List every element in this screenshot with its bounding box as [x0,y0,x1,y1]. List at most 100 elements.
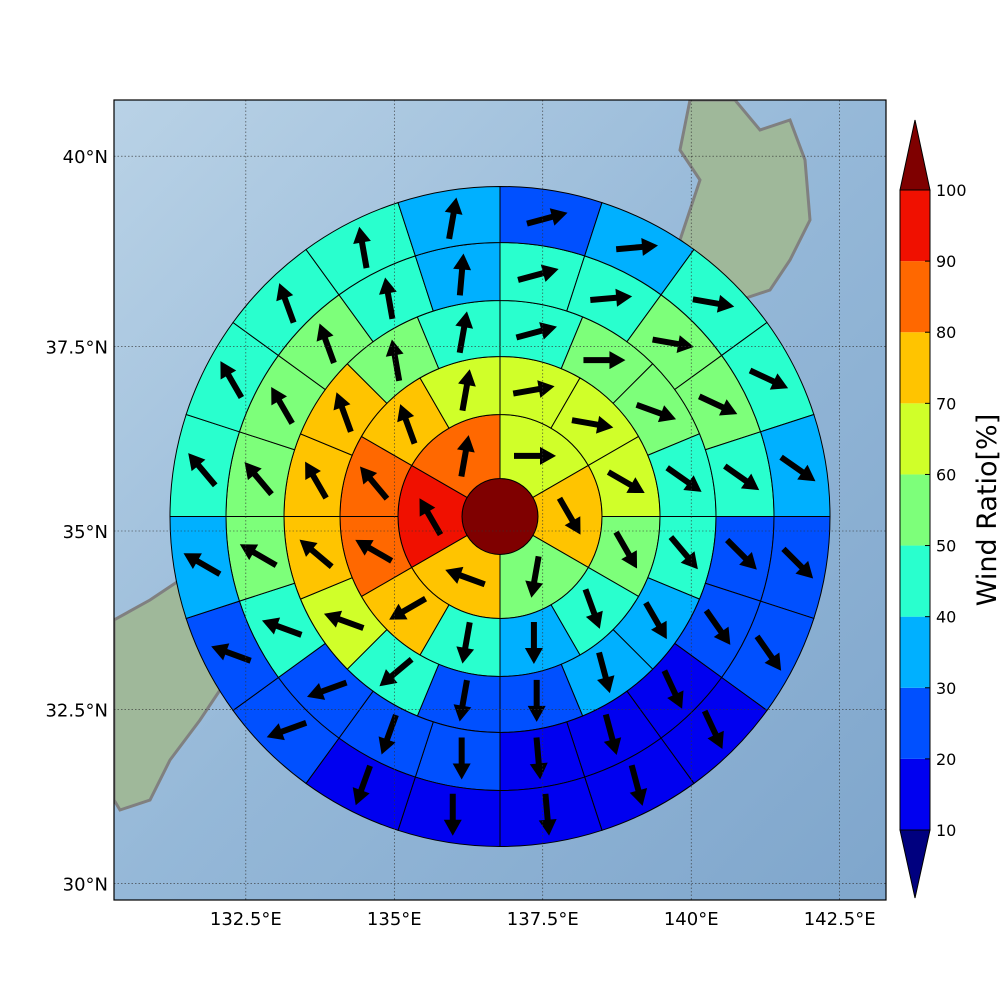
wind-arrow [512,380,555,398]
wind-arrow [697,393,738,416]
colorbar-tick-label: 70 [936,394,956,413]
wind-arrow [455,311,474,354]
grid [114,100,886,900]
wind-arrow [582,588,603,629]
x-tick-label: 132.5°E [210,909,282,930]
wind-arrow [457,435,475,478]
x-tick-label: 135°E [367,909,422,930]
wind-arrow [524,622,543,665]
colorbar-tick-label: 20 [936,750,956,769]
colorbar-tick-label: 100 [936,181,967,200]
wind-arrow [692,294,735,313]
wind-arrow [445,566,486,588]
colorbar-bin [900,545,930,617]
colorbar-bin [900,758,930,830]
wind-arrow [571,415,614,434]
y-tick-label: 32.5°N [45,701,108,722]
colorbar-bin [900,687,930,759]
wind-arrow [703,608,731,645]
wind-arrow [419,498,444,537]
wind-arrow [355,539,394,564]
wind-arrow [723,463,760,491]
colorbar-bin [900,403,930,475]
colorbar-bin [900,616,930,688]
wind-arrow [211,643,252,664]
wind-arrow [443,793,462,836]
colorbar-bin [900,332,930,404]
wind-arrow [515,322,557,341]
colorbar-over [899,119,931,191]
map-frame [113,99,887,901]
colorbar-tick-label: 30 [936,679,956,698]
sector [397,185,501,257]
wind-arrow [635,402,677,423]
wind-arrow [748,367,789,390]
wind-arrow [452,737,471,780]
wind-arrow [754,634,782,671]
colorbar-bin [900,261,930,333]
wind-arrow [385,339,404,382]
wind-arrow [352,764,373,806]
wind-arrow [583,351,626,370]
wind-arrow [453,253,472,296]
colorbar-label: Wind Ratio[%] [972,414,1000,606]
y-tick-label: 40°N [63,147,108,168]
wind-arrow [266,720,308,741]
wind-arrow [781,546,814,579]
wind-arrow [668,535,698,570]
wind-arrow [389,595,428,620]
x-tick-label: 137.5°E [507,909,579,930]
wind-arrow [316,323,337,364]
map [114,100,886,900]
wind-arrow [606,469,645,494]
wind-arrow [652,335,694,353]
axes: 132.5°E 135°E 137.5°E 140°E 142.5°E 30°N 32.5°… [45,147,875,930]
wind-arrow [538,793,557,836]
wind-arrow [379,656,414,687]
wind-arrow [397,404,418,445]
wind-arrow [379,277,397,320]
wind-arrow [779,454,816,482]
wind-arrow [323,610,365,631]
colorbar-tick-label: 10 [936,821,956,840]
colorbar-frame [899,189,931,831]
x-tick-label: 140°E [664,909,719,930]
colorbar-tick-label: 40 [936,608,956,627]
wind-arrow [526,208,568,227]
wind-arrow [602,713,622,756]
y-tick-label: 30°N [63,875,108,896]
wind-arrow [525,555,543,598]
wind-arrow [628,764,648,806]
wind-arrow [615,237,659,256]
wind-arrow [378,714,399,755]
colorbar: 10 20 30 40 50 60 70 80 90 100 [899,119,967,899]
colorbar-tick-label: 60 [936,465,956,484]
wind-arrow [517,264,559,283]
wind-arrow [299,539,334,569]
x-tick-label: 142.5°E [804,909,876,930]
wind-arrow [529,737,548,780]
colorbar-tick-label: 80 [936,323,956,342]
wind-arrow [353,226,371,269]
wind-arrow [359,466,390,501]
wind-arrow [220,361,245,400]
sectors [169,185,831,847]
wind-arrow [453,679,472,722]
y-tick-label: 37.5°N [45,338,108,359]
arrows [183,197,816,836]
wind-arrow [661,669,684,709]
wind-arrow [556,496,581,535]
wind-arrow [458,369,476,412]
wind-arrow [613,530,638,569]
wind-arrow [307,679,348,700]
wind-arrow [596,651,615,694]
wind-arrow [725,537,757,570]
wind-arrow [188,453,218,488]
colorbar-bin [900,190,930,262]
colorbar-tick-label: 50 [936,537,956,556]
wind-arrow [183,553,222,577]
y-tick-label: 35°N [63,522,108,543]
wind-arrow [514,446,556,465]
